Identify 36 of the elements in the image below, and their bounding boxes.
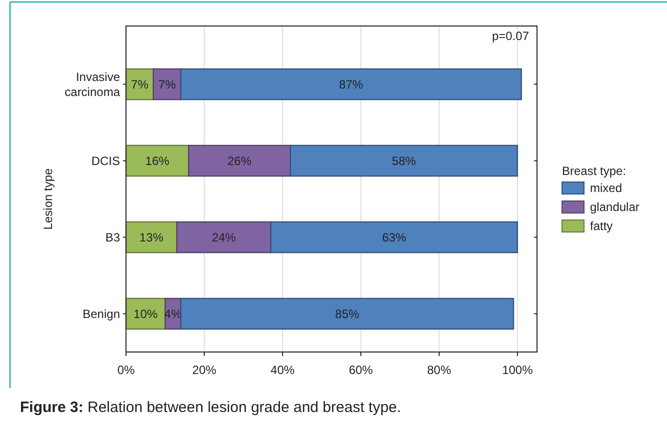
data-label: 58%: [392, 154, 416, 168]
bar: [125, 144, 190, 177]
y-tick-label: B3: [105, 230, 120, 244]
bar: [188, 144, 291, 177]
legend-label: fatty: [590, 219, 613, 233]
data-label: 63%: [382, 230, 406, 244]
data-label: 87%: [339, 77, 364, 92]
data-label: 26%: [228, 154, 252, 168]
x-tick-label: 60%: [348, 363, 374, 377]
y-tick-label: Benign: [82, 306, 120, 321]
bar: [180, 68, 522, 100]
data-label: 16%: [145, 154, 170, 168]
data-label: 4%: [164, 306, 182, 321]
legend-label: mixed: [590, 181, 622, 195]
data-label: 7%: [158, 77, 176, 92]
caption: Figure 3: Relation between lesion grade and breast type.: [20, 399, 402, 416]
bar: [176, 221, 272, 254]
x-tick-label: 40%: [270, 363, 295, 377]
data-label: 85%: [335, 306, 360, 321]
y-tick-label: Invasive carcinoma: [64, 70, 120, 99]
y-tick-label: DCIS: [91, 154, 120, 168]
bar: [270, 221, 518, 254]
x-tick-label: 20%: [192, 363, 217, 377]
x-tick-label: 0%: [117, 363, 135, 377]
data-label: 13%: [139, 230, 164, 244]
data-label: 10%: [134, 306, 158, 321]
legend-title: Breast type:: [562, 164, 626, 178]
data-label: 24%: [212, 230, 236, 244]
y-axis-title: Lesion type: [41, 168, 55, 230]
x-tick-label: 100%: [502, 363, 534, 377]
x-tick-label: 80%: [427, 363, 452, 377]
annotation: p=0.07: [492, 29, 530, 43]
bar: [180, 298, 514, 330]
data-label: 7%: [131, 77, 149, 92]
bar: [290, 144, 518, 177]
legend-label: glandular: [590, 200, 640, 214]
